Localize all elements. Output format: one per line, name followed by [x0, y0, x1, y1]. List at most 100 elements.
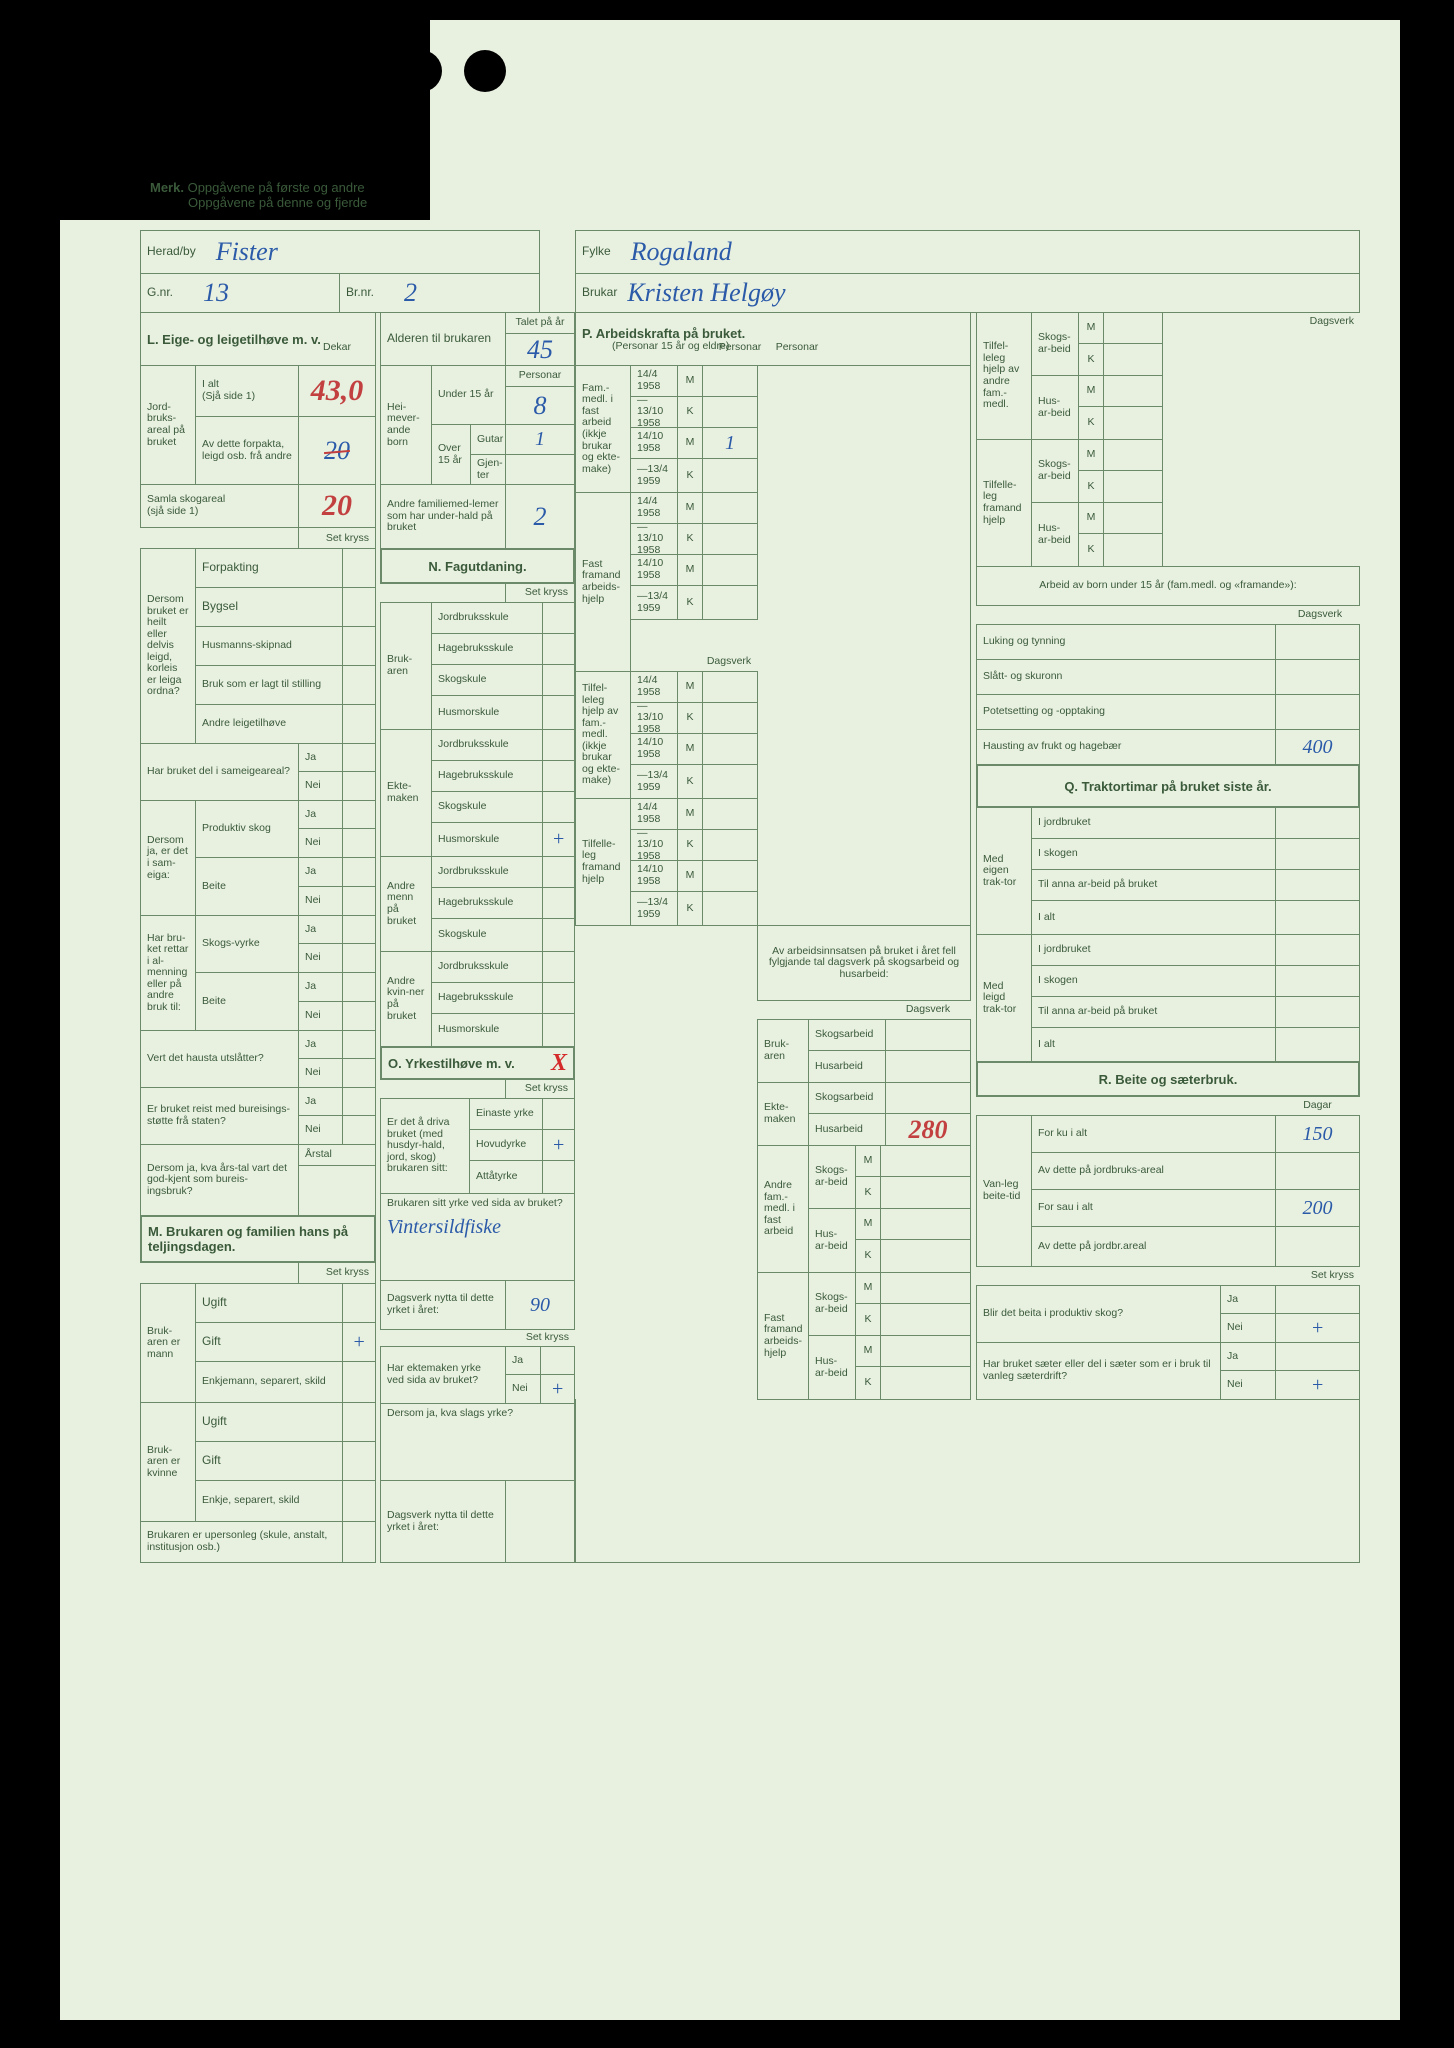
- Q-l-jord-v[interactable]: [1275, 934, 1360, 966]
- O-hovud-x[interactable]: +: [542, 1129, 575, 1161]
- P-tf3v[interactable]: [702, 860, 758, 892]
- N-b-husmor-x[interactable]: [542, 695, 575, 730]
- prodskog-ja-x[interactable]: [342, 800, 376, 829]
- N-ak-hage-x[interactable]: [542, 982, 575, 1014]
- N-e-jord-x[interactable]: [542, 729, 575, 761]
- arstal-val[interactable]: [298, 1165, 376, 1216]
- m-gift-x[interactable]: +: [342, 1322, 376, 1362]
- hardel-ja-x[interactable]: [342, 743, 376, 772]
- N-ak-husmor-x[interactable]: [542, 1013, 575, 1047]
- gjenter-val[interactable]: [505, 454, 575, 485]
- P-e-skog: Skogsarbeid: [808, 1082, 886, 1114]
- vert-nei-x[interactable]: [342, 1058, 376, 1088]
- prodskog-nei-x[interactable]: [342, 828, 376, 858]
- N-e-skog-x[interactable]: [542, 791, 575, 823]
- N-b-hage-x[interactable]: [542, 633, 575, 665]
- forpakting-x[interactable]: [342, 548, 376, 588]
- P-ff-v1[interactable]: [880, 1272, 971, 1304]
- P-t4v[interactable]: [702, 764, 758, 799]
- upers-x[interactable]: [342, 1521, 376, 1563]
- R-tfr-v1[interactable]: [1103, 439, 1163, 471]
- R-luking-v[interactable]: [1275, 624, 1360, 660]
- erbruket-ja-x[interactable]: [342, 1087, 376, 1116]
- O-he-ja-x[interactable]: [540, 1346, 575, 1375]
- bruksom-x[interactable]: [342, 665, 376, 705]
- hardel-nei-x[interactable]: [342, 771, 376, 801]
- R-tfr-v3[interactable]: [1103, 502, 1163, 534]
- P-f1v[interactable]: [702, 492, 758, 524]
- vert-ja-x[interactable]: [342, 1030, 376, 1059]
- P-d1Mv[interactable]: [702, 365, 758, 397]
- R-blir-nei-x[interactable]: +: [1275, 1313, 1360, 1343]
- P-ff-v2[interactable]: [880, 1303, 971, 1336]
- Q-e-ialt-v[interactable]: [1275, 900, 1360, 935]
- N-ak-jord-x[interactable]: [542, 951, 575, 983]
- Q-l-skog-v[interactable]: [1275, 965, 1360, 997]
- P-t1v[interactable]: [702, 671, 758, 703]
- P-ff-v4[interactable]: [880, 1366, 971, 1400]
- beite1-nei-x[interactable]: [342, 886, 376, 916]
- k-enkje-x[interactable]: [342, 1480, 376, 1522]
- P-tf2v[interactable]: [702, 829, 758, 861]
- P-tf4v[interactable]: [702, 891, 758, 926]
- k-gift-x[interactable]: [342, 1441, 376, 1481]
- beite1-ja-x[interactable]: [342, 857, 376, 887]
- R-tf-v1[interactable]: [1103, 312, 1163, 344]
- P-f2v[interactable]: [702, 523, 758, 555]
- skogsv-ja-x[interactable]: [342, 915, 376, 944]
- bygsel-x[interactable]: [342, 587, 376, 627]
- m-enkjemann-x[interactable]: [342, 1361, 376, 1403]
- P-d4Kv[interactable]: [702, 458, 758, 493]
- N-b-jord-x[interactable]: [542, 602, 575, 634]
- O-atta-x[interactable]: [542, 1160, 575, 1194]
- k-ugift-x[interactable]: [342, 1402, 376, 1442]
- N-am-hage-x[interactable]: [542, 887, 575, 919]
- P-e-skog-v[interactable]: [885, 1082, 971, 1114]
- Q-e-jord-v[interactable]: [1275, 807, 1360, 839]
- R-tf-v2[interactable]: [1103, 343, 1163, 376]
- N-e-husmor-x[interactable]: +: [542, 822, 575, 857]
- R-avjord-v[interactable]: [1275, 1152, 1360, 1190]
- R-potet-v[interactable]: [1275, 694, 1360, 730]
- P-af-v1[interactable]: [880, 1145, 971, 1177]
- andreleige-x[interactable]: [342, 704, 376, 744]
- skogsv-nei-x[interactable]: [342, 943, 376, 973]
- P-tf1v[interactable]: [702, 798, 758, 830]
- O-he-nei-x[interactable]: +: [540, 1374, 575, 1404]
- O-dags2-val[interactable]: [505, 1480, 575, 1563]
- R-tf-v3[interactable]: [1103, 375, 1163, 407]
- P-b-skog-v[interactable]: [885, 1019, 971, 1051]
- R-avjord2-v[interactable]: [1275, 1226, 1360, 1267]
- R-slatt-v[interactable]: [1275, 659, 1360, 695]
- P-af-v4[interactable]: [880, 1239, 971, 1273]
- N-am-jord-x[interactable]: [542, 856, 575, 888]
- erbruket-nei-x[interactable]: [342, 1115, 376, 1145]
- N-e-hage-x[interactable]: [542, 760, 575, 792]
- R-s-ja-x[interactable]: [1275, 1342, 1360, 1371]
- husmann-x[interactable]: [342, 626, 376, 666]
- P-t2v[interactable]: [702, 702, 758, 734]
- P-b-hus-v[interactable]: [885, 1050, 971, 1083]
- m-ugift-x[interactable]: [342, 1283, 376, 1323]
- P-f3v[interactable]: [702, 554, 758, 586]
- P-f4v[interactable]: [702, 585, 758, 620]
- R-tf-v4[interactable]: [1103, 406, 1163, 440]
- Q-e-anna-v[interactable]: [1275, 869, 1360, 901]
- R-tfr-v2[interactable]: [1103, 470, 1163, 503]
- beite2-ja-x[interactable]: [342, 972, 376, 1002]
- P-af-v3[interactable]: [880, 1208, 971, 1240]
- P-ff-v3[interactable]: [880, 1335, 971, 1367]
- R-tfr-v4[interactable]: [1103, 533, 1163, 567]
- Q-l-anna-v[interactable]: [1275, 996, 1360, 1028]
- R-blir-ja-x[interactable]: [1275, 1285, 1360, 1314]
- O-einaste-x[interactable]: [542, 1098, 575, 1130]
- N-am-skog-x[interactable]: [542, 918, 575, 952]
- Q-e-skog-v[interactable]: [1275, 838, 1360, 870]
- R-s-nei-x[interactable]: +: [1275, 1370, 1360, 1400]
- Q-l-ialt-v[interactable]: [1275, 1027, 1360, 1062]
- P-t3v[interactable]: [702, 733, 758, 765]
- N-b-skog-x[interactable]: [542, 664, 575, 696]
- P-af-v2[interactable]: [880, 1176, 971, 1209]
- beite2-nei-x[interactable]: [342, 1001, 376, 1031]
- P-d2Kv[interactable]: [702, 396, 758, 428]
